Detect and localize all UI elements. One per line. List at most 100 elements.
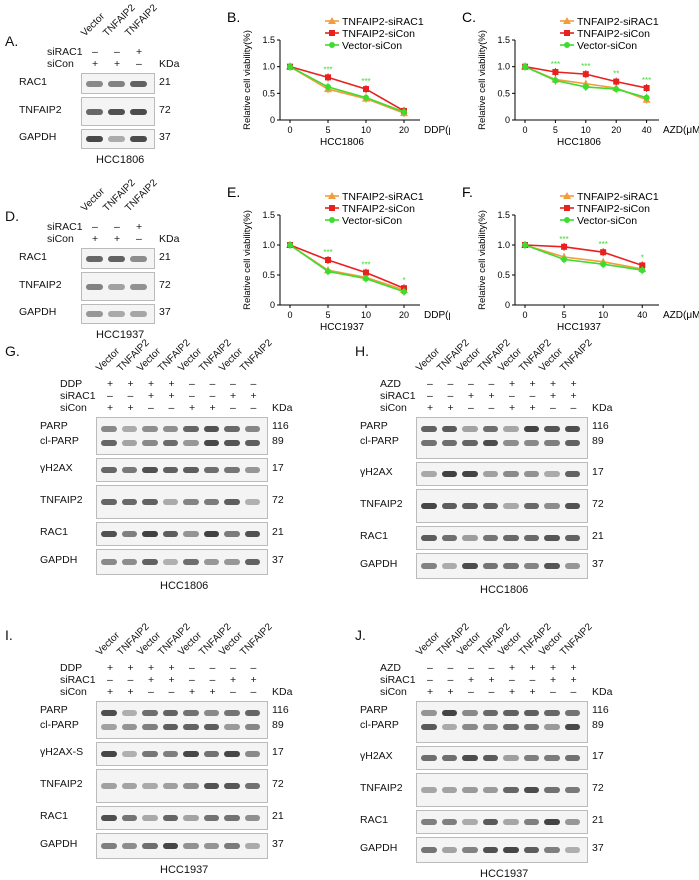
band bbox=[503, 563, 519, 569]
condition-mark: – bbox=[427, 378, 433, 390]
band bbox=[565, 503, 581, 509]
band bbox=[142, 499, 158, 505]
band bbox=[130, 136, 147, 142]
blot-strip bbox=[81, 304, 155, 324]
blot-strip bbox=[416, 417, 588, 459]
band-label: PARP bbox=[40, 420, 68, 432]
band bbox=[421, 535, 437, 541]
data-point bbox=[522, 242, 528, 248]
band bbox=[101, 426, 117, 432]
band bbox=[565, 787, 581, 793]
band bbox=[183, 426, 199, 432]
band bbox=[245, 559, 261, 565]
condition-mark: – bbox=[210, 662, 216, 674]
significance-mark: *** bbox=[598, 240, 607, 249]
band bbox=[462, 847, 478, 853]
band bbox=[503, 819, 519, 825]
band bbox=[462, 710, 478, 716]
band bbox=[421, 755, 437, 761]
band-kda: 37 bbox=[159, 131, 171, 143]
condition-mark: + bbox=[509, 686, 515, 698]
band-label: γH2AX-S bbox=[40, 746, 83, 758]
band bbox=[122, 559, 138, 565]
band bbox=[101, 440, 117, 446]
blot-strip bbox=[416, 489, 588, 523]
band bbox=[130, 81, 147, 87]
band bbox=[108, 109, 125, 115]
band bbox=[163, 559, 179, 565]
band bbox=[224, 559, 240, 565]
data-point bbox=[600, 261, 606, 267]
x-tick-label: 20 bbox=[611, 125, 621, 135]
band bbox=[245, 710, 261, 716]
kda-header: KDa bbox=[272, 402, 292, 414]
band bbox=[544, 787, 560, 793]
significance-mark: *** bbox=[361, 261, 370, 270]
y-axis-label: Relative cell viability(%) bbox=[477, 210, 488, 310]
band-label: RAC1 bbox=[360, 530, 388, 542]
legend-label: Vector-siCon bbox=[342, 215, 402, 227]
condition-mark: + bbox=[489, 390, 495, 402]
data-point bbox=[639, 267, 645, 273]
significance-mark: ** bbox=[613, 70, 619, 79]
condition-mark: + bbox=[136, 46, 142, 58]
band bbox=[224, 815, 240, 821]
band-kda: 37 bbox=[272, 838, 284, 850]
condition-mark: + bbox=[210, 402, 216, 414]
condition-mark: – bbox=[169, 402, 175, 414]
condition-mark: – bbox=[509, 674, 515, 686]
significance-mark: *** bbox=[559, 235, 568, 244]
band bbox=[524, 440, 540, 446]
band bbox=[108, 284, 125, 290]
band bbox=[524, 503, 540, 509]
band bbox=[245, 815, 261, 821]
band-label: TNFAIP2 bbox=[40, 778, 83, 790]
band bbox=[503, 535, 519, 541]
band bbox=[108, 311, 125, 317]
condition-mark: + bbox=[189, 402, 195, 414]
band bbox=[142, 843, 158, 849]
condition-mark: – bbox=[189, 378, 195, 390]
data-point bbox=[401, 109, 407, 115]
band bbox=[245, 531, 261, 537]
condition-mark: – bbox=[448, 662, 454, 674]
condition-mark: – bbox=[251, 378, 257, 390]
band bbox=[142, 426, 158, 432]
condition-mark: + bbox=[128, 686, 134, 698]
band bbox=[442, 503, 458, 509]
band-label: TNFAIP2 bbox=[360, 498, 403, 510]
band-kda: 72 bbox=[159, 104, 171, 116]
band-kda: 37 bbox=[159, 306, 171, 318]
condition-mark: + bbox=[128, 402, 134, 414]
band bbox=[462, 755, 478, 761]
condition-label: siCon bbox=[60, 402, 87, 414]
condition-mark: – bbox=[136, 58, 142, 70]
band bbox=[101, 559, 117, 565]
band bbox=[142, 815, 158, 821]
band bbox=[544, 847, 560, 853]
x-tick-label: 10 bbox=[361, 125, 371, 135]
band bbox=[142, 783, 158, 789]
band-label: PARP bbox=[360, 420, 388, 432]
legend-label: TNFAIP2-siCon bbox=[577, 28, 650, 40]
condition-mark: + bbox=[210, 686, 216, 698]
data-point bbox=[401, 289, 407, 295]
condition-mark: – bbox=[530, 390, 536, 402]
band bbox=[483, 503, 499, 509]
band-kda: 21 bbox=[159, 251, 171, 263]
band bbox=[483, 755, 499, 761]
band bbox=[224, 531, 240, 537]
band bbox=[163, 531, 179, 537]
condition-mark: + bbox=[550, 378, 556, 390]
condition-mark: + bbox=[571, 662, 577, 674]
band bbox=[421, 710, 437, 716]
x-tick-label: 20 bbox=[399, 310, 409, 320]
condition-mark: + bbox=[571, 674, 577, 686]
significance-mark: * bbox=[402, 276, 405, 285]
band-label: RAC1 bbox=[40, 526, 68, 538]
condition-mark: – bbox=[92, 221, 98, 233]
band bbox=[204, 440, 220, 446]
panel-letter: J. bbox=[355, 627, 366, 643]
band bbox=[204, 499, 220, 505]
band bbox=[524, 710, 540, 716]
